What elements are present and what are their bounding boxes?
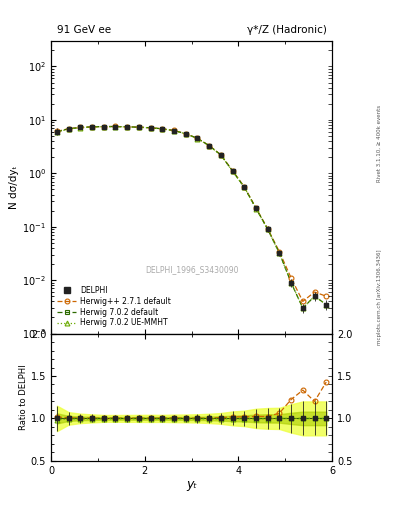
Text: Rivet 3.1.10, ≥ 400k events: Rivet 3.1.10, ≥ 400k events: [377, 105, 382, 182]
Text: γ*/Z (Hadronic): γ*/Z (Hadronic): [246, 25, 327, 35]
Legend: DELPHI, Herwig++ 2.7.1 default, Herwig 7.0.2 default, Herwig 7.0.2 UE-MMHT: DELPHI, Herwig++ 2.7.1 default, Herwig 7…: [55, 284, 173, 330]
X-axis label: yₜ: yₜ: [186, 478, 197, 492]
Text: DELPHI_1996_S3430090: DELPHI_1996_S3430090: [145, 265, 238, 274]
Y-axis label: Ratio to DELPHI: Ratio to DELPHI: [19, 365, 28, 430]
Text: 91 GeV ee: 91 GeV ee: [57, 25, 111, 35]
Y-axis label: N dσ/dyₜ: N dσ/dyₜ: [9, 165, 20, 209]
Text: mcplots.cern.ch [arXiv:1306.3436]: mcplots.cern.ch [arXiv:1306.3436]: [377, 249, 382, 345]
